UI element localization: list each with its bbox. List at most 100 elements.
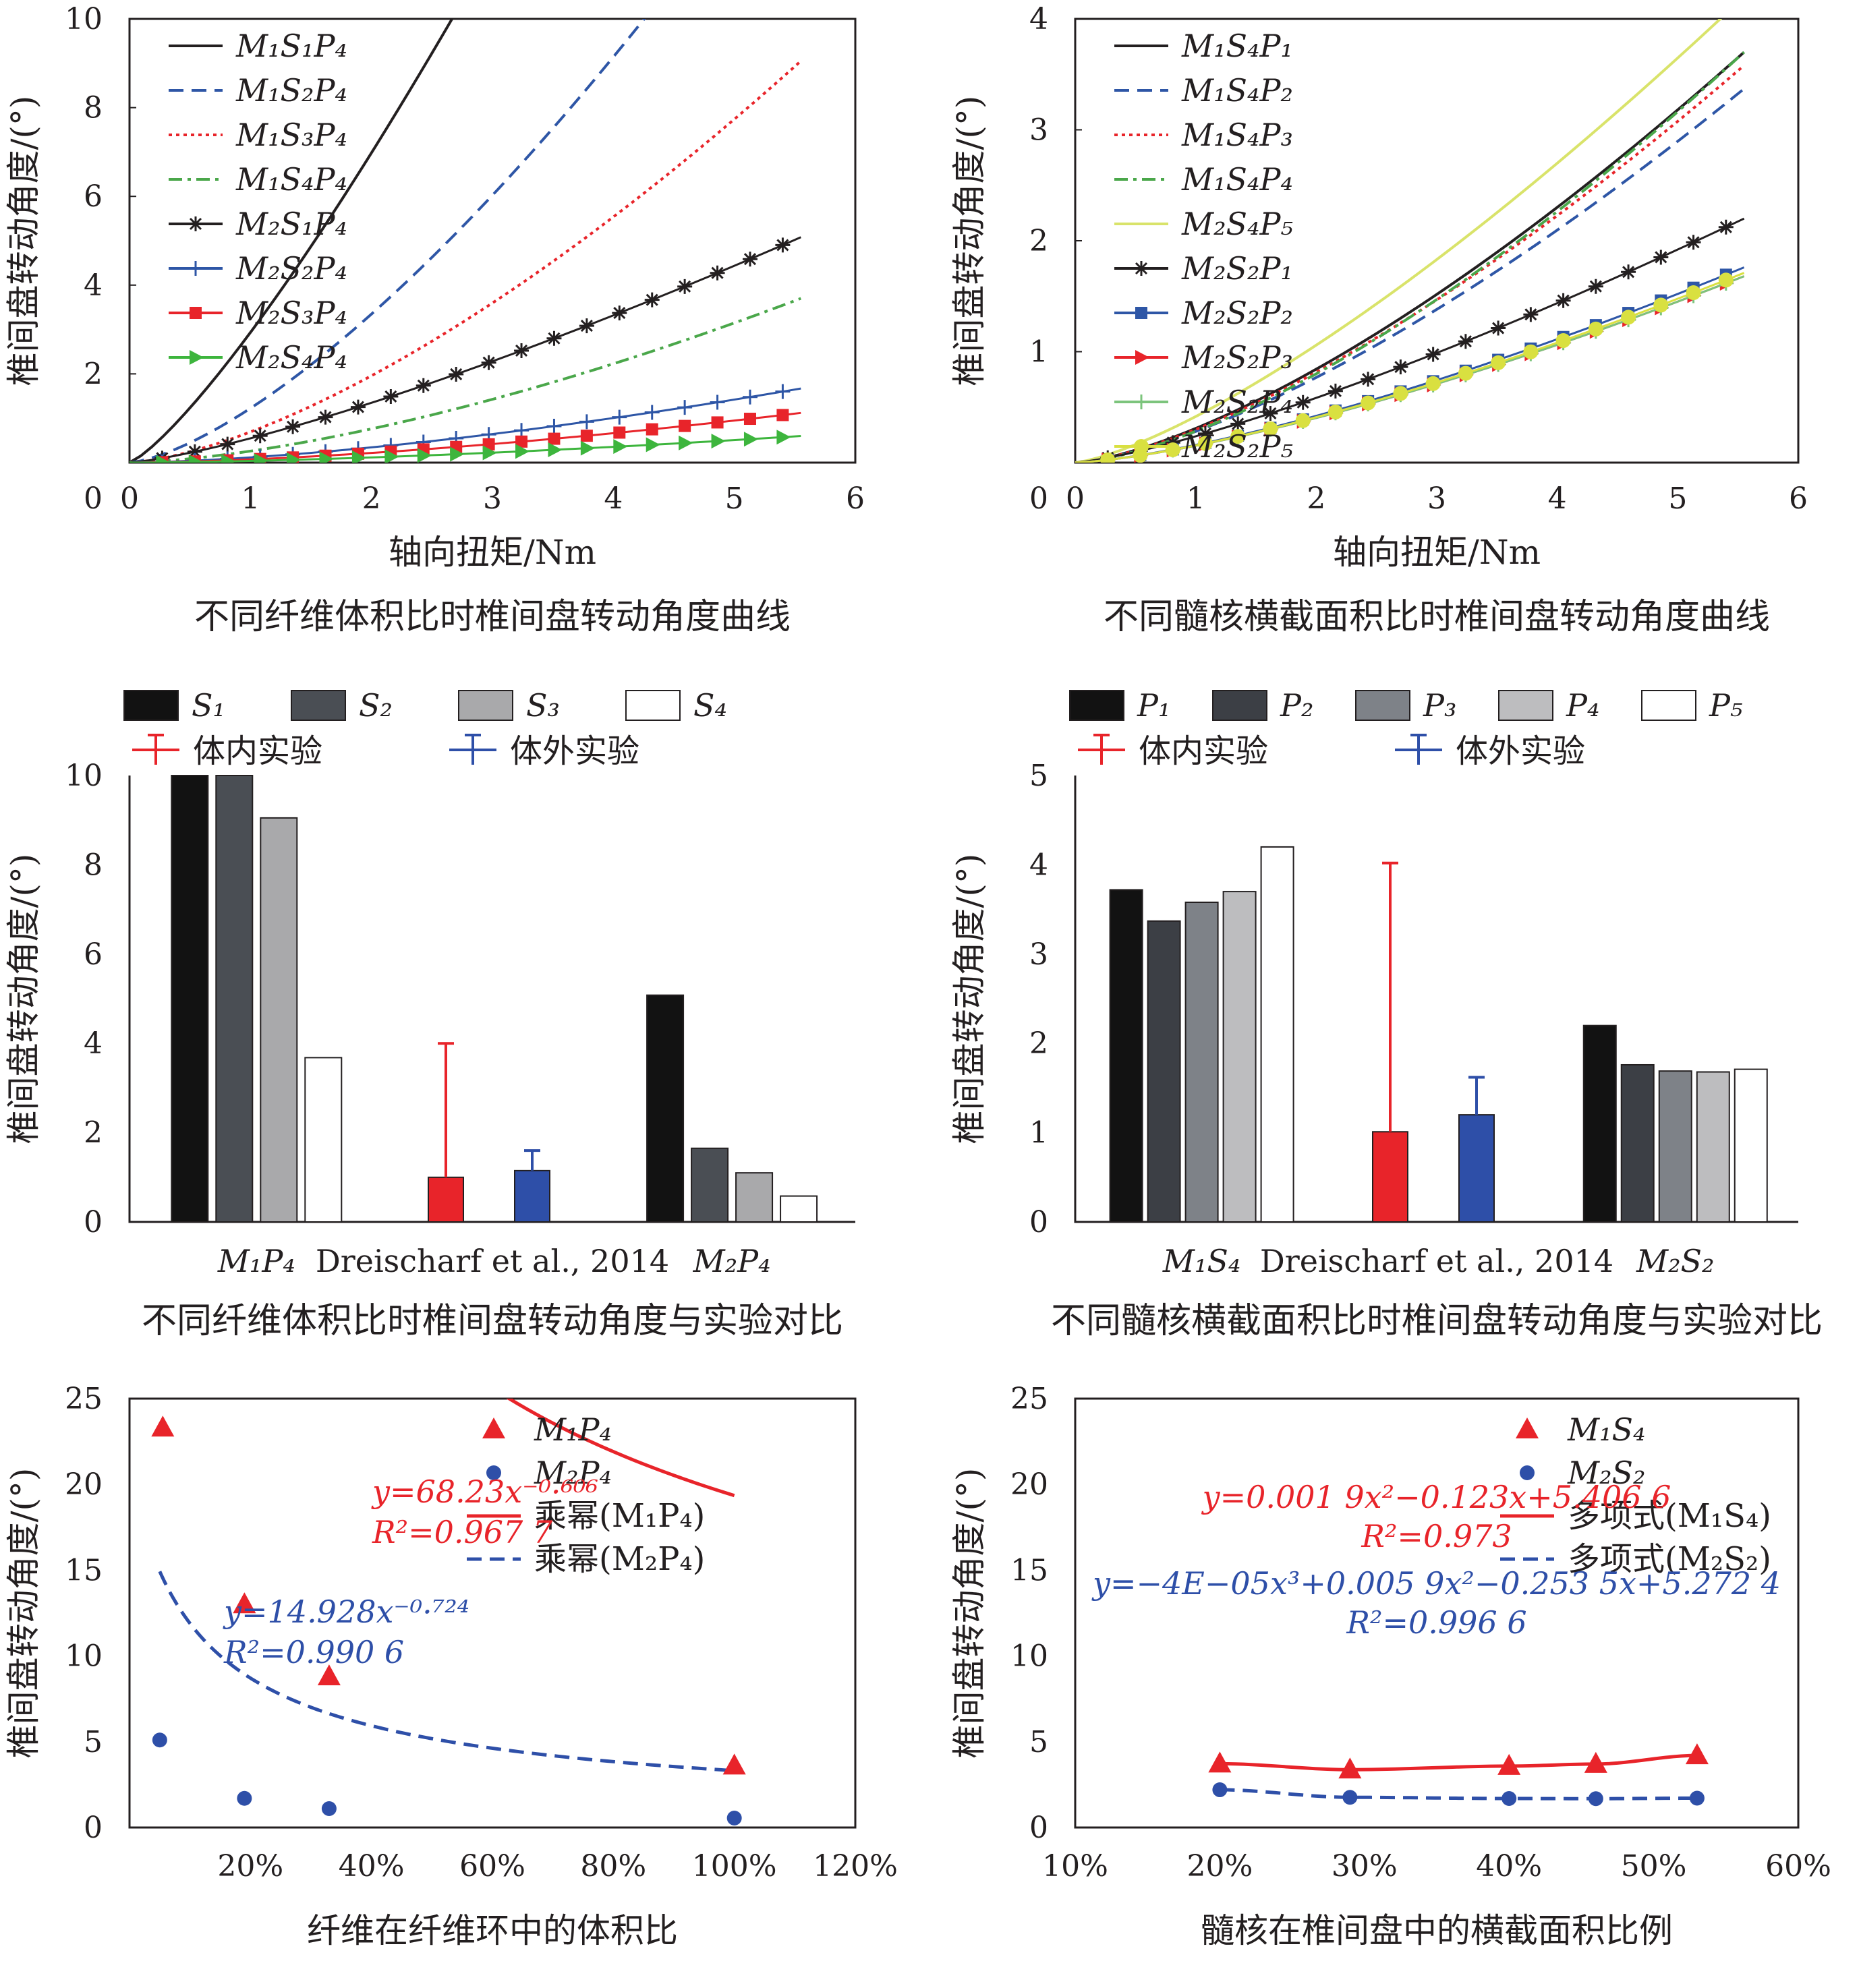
legend-label: 乘幂(M₁P₄) — [534, 1497, 705, 1535]
legend: M₁S₁P₄ M₁S₂P₄ M₁S₃P₄ M₁S₄P₄ M₂S₁P₄ M₂S₂P₄ M₂S₃… — [169, 28, 347, 376]
bar — [1658, 1070, 1692, 1223]
data-point — [449, 366, 464, 382]
legend-label: 体内实验 — [1139, 732, 1268, 770]
data-point — [548, 442, 563, 458]
legend-errorbar — [1078, 734, 1125, 765]
series-line — [1075, 266, 1745, 463]
legend: P₁ P₂ P₃ P₄ P₅ 体内实验 体外实验 — [1069, 687, 1742, 770]
bar — [1696, 1071, 1730, 1223]
data-point — [679, 419, 691, 432]
category-label: Dreischarf et al., 2014 — [1260, 1243, 1613, 1279]
bar — [691, 1147, 729, 1223]
legend-marker — [190, 307, 202, 319]
legend-swatch — [291, 690, 346, 721]
data-point — [383, 388, 399, 404]
legend-label: M₁S₄P₁ — [1181, 28, 1293, 64]
error-bar — [438, 1042, 454, 1177]
data-point — [1653, 250, 1669, 265]
y-tick-label: 5 — [84, 1725, 103, 1759]
y-axis-label: 椎间盘转动角度/(°) — [950, 96, 989, 386]
data-point — [579, 414, 594, 430]
bar — [171, 775, 209, 1223]
data-point — [1685, 1743, 1709, 1765]
plot-area — [1220, 1753, 1697, 1801]
x-axis-label: 髓核在椎间盘中的横截面积比例 — [1201, 1911, 1673, 1950]
legend-marker — [190, 350, 204, 365]
series-line — [1075, 88, 1745, 463]
data-point — [1212, 1782, 1228, 1798]
series-line — [130, 60, 802, 463]
data-point — [1458, 334, 1473, 349]
x-tick-label: 4 — [604, 481, 623, 516]
y-tick-label: 25 — [65, 1382, 103, 1416]
plot-frame — [1074, 1397, 1800, 1829]
legend-swatch — [1069, 690, 1124, 721]
x-tick-label: 20% — [1187, 1849, 1253, 1883]
chart-title: 不同纤维体积比时椎间盘转动角度与实验对比 — [142, 1301, 843, 1341]
data-point — [579, 318, 594, 334]
x-axis-label: 纤维在纤维环中的体积比 — [307, 1911, 678, 1950]
legend-label: M₂S₄P₄ — [235, 339, 347, 376]
legend-marker — [1135, 350, 1149, 365]
data-point — [1295, 394, 1311, 410]
legend-label: M₁S₄P₃ — [1181, 117, 1293, 153]
y-tick-label: 8 — [84, 848, 103, 882]
data-point — [1263, 421, 1278, 436]
data-point — [775, 384, 791, 399]
plot-frame — [128, 1397, 857, 1829]
data-point — [548, 432, 561, 445]
data-point — [1197, 436, 1213, 451]
data-point — [1686, 235, 1701, 250]
y-tick-label: 1 — [1029, 335, 1048, 370]
plot-area — [1075, 19, 1745, 463]
y-tick-label: 5 — [1029, 1725, 1048, 1759]
x-tick-label: 5 — [1668, 481, 1687, 516]
legend-label: 多项式(M₁S₄) — [1568, 1497, 1771, 1535]
legend-marker — [1520, 1465, 1535, 1480]
legend-label: 多项式(M₂S₂) — [1568, 1540, 1771, 1578]
series-line — [1075, 272, 1745, 463]
legend-label: S₂ — [359, 687, 393, 724]
x-axis-label: 轴向扭矩/Nm — [1333, 533, 1541, 572]
data-point — [1555, 293, 1571, 308]
legend-swatch — [123, 690, 179, 721]
x-tick-label: 2 — [362, 481, 381, 516]
data-point — [1497, 1753, 1521, 1775]
legend-label: M₂S₂ — [1567, 1455, 1646, 1491]
legend: M₁S₄ M₂S₂ 多项式(M₁S₄) 多项式(M₂S₂) — [1500, 1411, 1771, 1578]
data-point — [1584, 1751, 1607, 1773]
bar — [215, 775, 254, 1223]
legend-label: M₂P₄ — [534, 1455, 612, 1491]
data-point — [677, 400, 693, 415]
data-point — [1689, 1790, 1705, 1806]
data-point — [646, 437, 660, 452]
data-point — [644, 292, 660, 308]
category-label: M₁S₄ — [1162, 1243, 1241, 1279]
data-point — [416, 378, 431, 393]
fit-line — [158, 1571, 735, 1773]
legend-marker — [1135, 307, 1147, 319]
series-line — [1075, 217, 1745, 463]
data-point — [318, 409, 333, 425]
data-point — [1295, 413, 1311, 428]
x-tick-label: 20% — [217, 1849, 283, 1883]
data-point — [1100, 452, 1116, 463]
y-tick-label: 10 — [65, 2, 103, 36]
legend-label: M₁S₄P₂ — [1181, 72, 1293, 109]
chart-p1: 0 1 2 3 4 5 6 2 4 6 8 10 0 轴向扭矩/Nm 不同纤维体积比时椎间盘转动角度曲线 椎间… — [4, 2, 865, 637]
chart-p5: 0 5 10 15 20 25 20% 40% 60% 80% 100% 120% 纤维在纤维环中的体积… — [4, 1382, 898, 1950]
data-point — [722, 1753, 746, 1775]
bar — [1620, 1063, 1655, 1223]
data-point — [679, 435, 693, 450]
legend-label: M₂S₂P₅ — [1181, 428, 1293, 465]
series-line — [1075, 19, 1723, 463]
x-tick-label: 50% — [1621, 1849, 1687, 1883]
data-point — [152, 1732, 167, 1748]
bar — [1582, 1024, 1617, 1223]
error-bar — [524, 1149, 540, 1171]
data-point — [350, 399, 366, 415]
data-point — [220, 436, 235, 452]
legend-marker — [486, 1465, 501, 1480]
chart-p3: 0 2 4 6 8 10 椎间盘转动角度/(°) M₁P₄ Dreischarf et al.,… — [4, 687, 855, 1341]
